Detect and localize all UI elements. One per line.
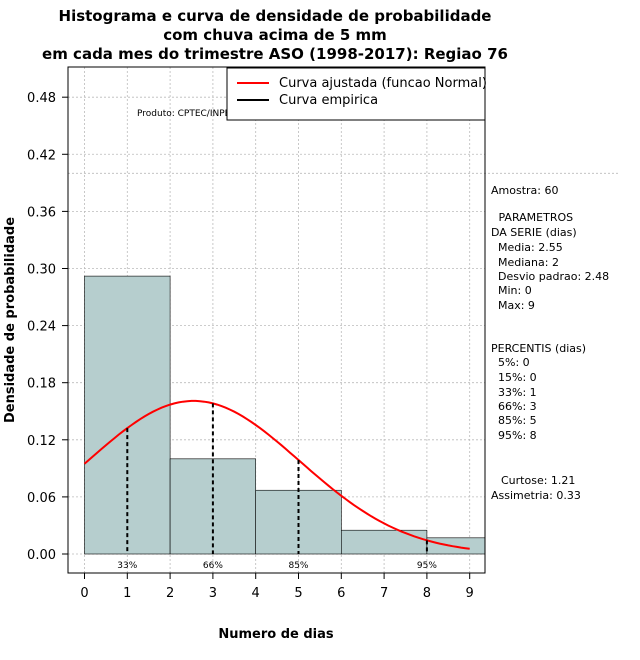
histogram-bar <box>255 489 342 555</box>
stats-line: DA SERIE (dias) <box>491 226 577 239</box>
y-tick-label: 0.48 <box>27 91 56 106</box>
stats-line: Media: 2.55 <box>491 241 563 254</box>
x-tick-label: 7 <box>380 586 388 601</box>
stats-line: PERCENTIS (dias) <box>491 342 586 355</box>
x-tick-label: 3 <box>209 586 217 601</box>
x-tick-label: 8 <box>423 586 431 601</box>
y-axis-label: Densidade de probabilidade <box>3 217 18 423</box>
histogram-bar <box>340 529 428 555</box>
legend-label: Curva empirica <box>279 93 378 108</box>
chart-title-line: em cada mes do trimestre ASO (1998-2017)… <box>42 45 508 63</box>
stats-line: 66%: 3 <box>491 400 537 413</box>
product-label: Produto: CPTEC/INPE <box>137 109 231 119</box>
x-tick-label: 4 <box>252 586 260 601</box>
x-tick-label: 2 <box>166 586 174 601</box>
x-tick-label: 9 <box>466 586 474 601</box>
x-tick-label: 6 <box>337 586 345 601</box>
chart-title-line: Histograma e curva de densidade de proba… <box>59 7 492 25</box>
x-tick-label: 0 <box>80 586 88 601</box>
stats-line: Max: 9 <box>491 299 535 312</box>
chart-title-line: com chuva acima de 5 mm <box>163 26 387 44</box>
stats-line: 85%: 5 <box>491 414 537 427</box>
stats-line: Curtose: 1.21 <box>494 474 575 487</box>
plot-frame <box>67 66 486 574</box>
stats-line: 33%: 1 <box>491 386 537 399</box>
y-tick-label: 0.00 <box>27 548 56 563</box>
x-tick-label: 5 <box>294 586 302 601</box>
stats-line: 95%: 8 <box>491 429 537 442</box>
percentile-label: 66% <box>203 561 223 571</box>
percentile-label: 95% <box>417 561 437 571</box>
y-tick-label: 0.06 <box>27 491 56 506</box>
stats-line: Assimetria: 0.33 <box>491 489 581 502</box>
stats-line: Desvio padrao: 2.48 <box>491 270 609 283</box>
stats-line: 5%: 0 <box>491 356 530 369</box>
legend-box <box>226 67 486 121</box>
y-tick-label: 0.12 <box>27 434 56 449</box>
y-tick-label: 0.42 <box>27 148 56 163</box>
stats-line: Amostra: 60 <box>491 184 558 197</box>
y-tick-label: 0.24 <box>27 320 56 335</box>
legend-label: Curva ajustada (funcao Normal) <box>279 76 487 91</box>
percentile-label: 33% <box>117 561 137 571</box>
x-axis-label: Numero de dias <box>218 627 334 642</box>
y-tick-label: 0.30 <box>27 262 56 277</box>
stats-line: Mediana: 2 <box>491 256 559 269</box>
stats-line: 15%: 0 <box>491 371 537 384</box>
y-tick-label: 0.18 <box>27 377 56 392</box>
percentile-label: 85% <box>288 561 308 571</box>
stats-line: PARAMETROS <box>495 211 573 224</box>
normal-curve <box>83 399 470 550</box>
y-tick-label: 0.36 <box>27 205 56 220</box>
stats-line: Min: 0 <box>491 284 532 297</box>
x-tick-label: 1 <box>123 586 131 601</box>
